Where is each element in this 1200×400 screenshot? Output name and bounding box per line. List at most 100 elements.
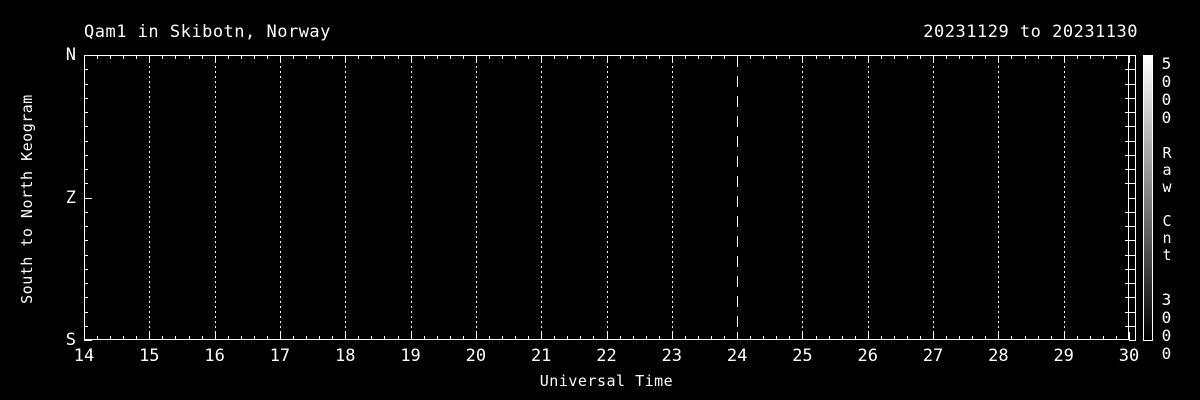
x-minor-tick	[789, 336, 791, 340]
x-minor-tick	[110, 336, 112, 340]
x-minor-tick	[201, 336, 203, 340]
x-tick-21	[541, 332, 543, 340]
gridline-hour-21	[541, 56, 543, 340]
x-minor-tick	[567, 336, 569, 340]
y-tick-label-N: N	[65, 45, 76, 65]
x-tick-label-29: 29	[1053, 346, 1074, 366]
y-minor-tick	[84, 97, 88, 99]
x-tick-top-24	[737, 55, 739, 63]
colorbar-tick	[1129, 69, 1135, 71]
x-minor-tick-top	[789, 55, 791, 59]
x-tick-top-22	[606, 55, 608, 63]
gridline-hour-15	[149, 56, 151, 340]
gridline-hour-26	[867, 56, 869, 340]
x-minor-tick-top	[619, 55, 621, 59]
x-tick-label-19: 19	[400, 346, 421, 366]
gridline-hour-17	[279, 56, 281, 340]
x-minor-tick-top	[697, 55, 699, 59]
x-minor-tick-top	[724, 55, 726, 59]
colorbar-tick	[1129, 112, 1135, 113]
x-minor-tick	[515, 336, 517, 340]
gridline-hour-20	[475, 56, 477, 340]
x-minor-tick	[750, 336, 752, 340]
y-minor-tick-right	[1125, 325, 1129, 327]
x-minor-tick	[1024, 336, 1026, 340]
x-tick-24	[737, 332, 739, 340]
x-tick-23	[671, 332, 673, 340]
x-tick-label-20: 20	[465, 346, 487, 366]
x-minor-tick-top	[920, 55, 921, 59]
x-minor-tick	[763, 336, 765, 340]
x-tick-top-27	[933, 55, 935, 63]
x-minor-tick	[1102, 336, 1104, 340]
x-minor-tick	[684, 336, 686, 340]
x-minor-tick-top	[1115, 55, 1117, 59]
x-minor-tick	[162, 336, 164, 340]
x-minor-tick	[946, 336, 948, 340]
x-minor-tick	[136, 336, 138, 340]
x-minor-tick-top	[123, 55, 125, 59]
x-minor-tick	[358, 336, 360, 340]
x-minor-tick	[658, 336, 660, 340]
x-tick-14	[84, 332, 85, 340]
x-tick-label-24: 24	[726, 346, 748, 366]
page-title: Qam1 in Skibotn, Norway	[84, 22, 331, 42]
colorbar-tick	[1129, 283, 1135, 284]
y-minor-tick	[84, 297, 88, 299]
colorbar-tick	[1129, 83, 1135, 85]
gridline-hour-25	[802, 56, 804, 340]
x-minor-tick-top	[306, 55, 308, 59]
x-minor-tick	[580, 336, 582, 340]
x-minor-tick-top	[985, 55, 987, 59]
x-minor-tick	[645, 336, 647, 340]
x-minor-tick	[293, 336, 294, 340]
colorbar-tick	[1129, 97, 1135, 99]
x-minor-tick-top	[750, 55, 752, 59]
x-minor-tick	[841, 336, 843, 340]
x-minor-tick	[724, 336, 726, 340]
x-minor-tick-top	[293, 55, 294, 59]
keogram-image-canvas	[85, 56, 1129, 340]
y-tick-S	[84, 340, 92, 341]
day-boundary-line	[737, 56, 739, 340]
x-minor-tick	[854, 336, 856, 340]
colorbar-tick	[1129, 183, 1135, 185]
x-minor-tick-top	[580, 55, 582, 59]
x-minor-tick-top	[397, 55, 399, 59]
y-minor-tick-right	[1125, 69, 1129, 71]
x-tick-top-18	[345, 55, 347, 63]
x-minor-tick-top	[253, 55, 255, 59]
x-minor-tick	[632, 336, 634, 340]
x-tick-top-15	[149, 55, 151, 63]
x-minor-tick	[436, 336, 438, 340]
x-minor-tick	[1050, 336, 1052, 340]
colorbar-tick	[1129, 126, 1135, 128]
x-minor-tick-top	[567, 55, 569, 59]
x-tick-17	[279, 332, 281, 340]
colorbar-title: Raw Cnt	[1158, 144, 1176, 263]
y-minor-tick	[84, 83, 88, 85]
x-minor-tick-top	[201, 55, 203, 59]
colorbar-tick	[1129, 325, 1135, 327]
y-minor-tick	[84, 240, 88, 242]
x-tick-18	[345, 332, 347, 340]
y-minor-tick	[84, 112, 88, 113]
x-minor-tick-top	[227, 55, 229, 59]
x-minor-tick-top	[658, 55, 660, 59]
x-axis-title: Universal Time	[539, 372, 674, 390]
x-tick-top-17	[279, 55, 281, 63]
gridline-hour-28	[998, 56, 1000, 340]
x-minor-tick-top	[502, 55, 503, 59]
colorbar-tick	[1129, 169, 1135, 170]
colorbar-min-label: 3000	[1157, 290, 1176, 362]
y-minor-tick	[84, 283, 88, 284]
y-minor-tick	[84, 126, 88, 128]
x-minor-tick-top	[515, 55, 517, 59]
colorbar-gradient	[1143, 55, 1153, 341]
y-axis-title: South to North Keogram	[18, 94, 36, 304]
x-tick-label-14: 14	[73, 346, 95, 366]
y-minor-tick-right	[1125, 97, 1129, 99]
y-minor-tick-right	[1125, 240, 1129, 242]
y-minor-tick-right	[1125, 283, 1129, 284]
x-tick-16	[214, 332, 216, 340]
